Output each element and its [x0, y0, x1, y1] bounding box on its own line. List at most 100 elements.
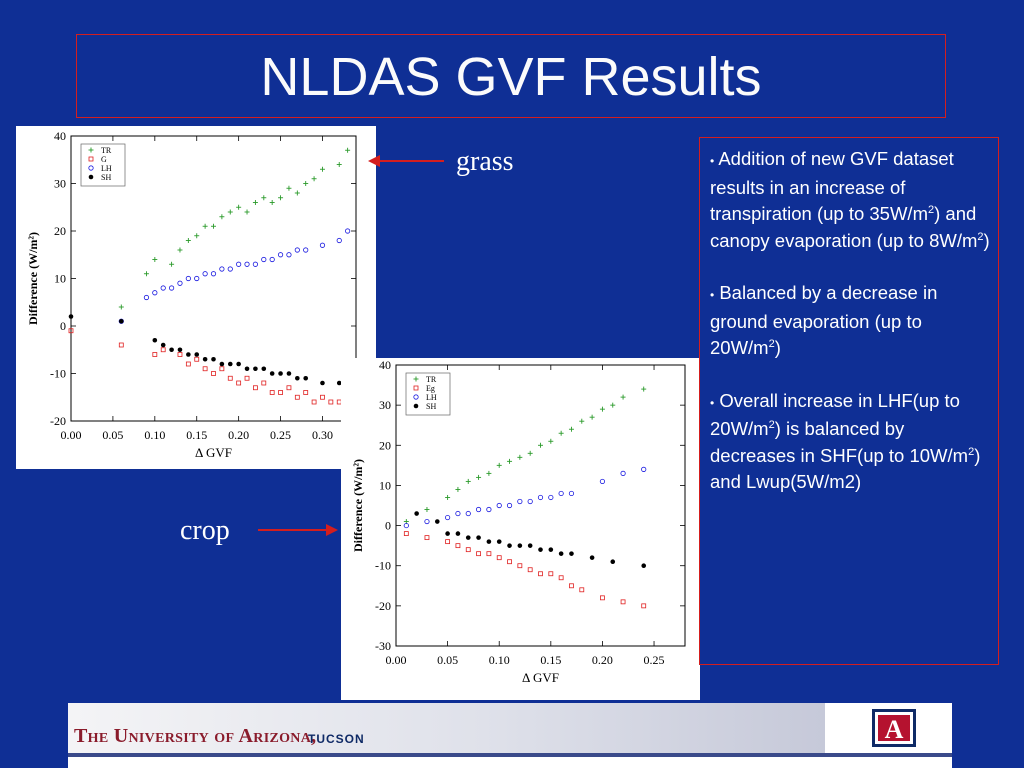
data-point: [506, 502, 513, 509]
data-point: [294, 394, 300, 400]
data-point: [600, 595, 605, 601]
y-tick-label: 10: [379, 478, 391, 492]
data-point: [620, 599, 626, 605]
data-point: [336, 237, 342, 244]
series-lh: [118, 228, 351, 324]
data-point: [465, 535, 471, 540]
data-point: [589, 555, 595, 560]
data-point: [579, 418, 585, 424]
data-point: [219, 366, 225, 372]
data-point: [455, 486, 461, 492]
university-name: The University of Arizona,: [74, 725, 317, 747]
x-tick-label: 0.00: [386, 653, 407, 667]
series-lh: [403, 466, 647, 529]
data-point: [548, 494, 554, 501]
data-point: [328, 399, 334, 405]
x-tick-label: 0.20: [592, 653, 613, 667]
data-point: [261, 256, 267, 263]
legend-marker: [88, 156, 94, 162]
data-point: [295, 375, 300, 381]
legend-box: [405, 372, 451, 416]
data-point: [68, 314, 74, 319]
data-point: [517, 498, 523, 505]
data-point: [455, 543, 461, 549]
data-point: [261, 195, 267, 201]
data-point: [236, 380, 242, 386]
data-point: [320, 380, 325, 386]
data-point: [236, 361, 241, 367]
data-point: [160, 347, 166, 353]
data-point: [445, 531, 450, 536]
data-point: [294, 190, 300, 196]
data-point: [527, 450, 533, 456]
data-point: [496, 555, 502, 561]
grass-label: grass: [456, 146, 514, 177]
data-point: [211, 371, 216, 376]
data-point: [496, 502, 502, 509]
data-point: [177, 247, 183, 253]
data-point: [517, 543, 523, 548]
x-tick-label: 0.30: [312, 428, 333, 442]
bullet-item: • Overall increase in LHF(up to 20W/m2) …: [710, 389, 981, 493]
data-point: [303, 181, 309, 186]
y-tick-label: 0: [60, 319, 66, 333]
data-point: [194, 233, 200, 239]
data-point: [569, 551, 574, 556]
data-point: [517, 563, 523, 569]
data-point: [336, 162, 342, 167]
data-point: [278, 195, 284, 201]
data-point: [507, 559, 512, 565]
data-point: [278, 371, 283, 376]
data-point: [517, 454, 523, 460]
data-point: [303, 375, 309, 381]
data-point: [445, 539, 451, 545]
grass-chart-panel: -20 -10 0 10 20 30 40 0.00 0.05 0.10 0.15 0.20 0.25 0…: [16, 126, 376, 469]
data-point: [227, 361, 233, 367]
data-point: [269, 390, 275, 395]
data-point: [278, 390, 283, 395]
legend-label: Eg: [426, 384, 435, 393]
data-point: [527, 567, 533, 573]
data-point: [169, 347, 174, 353]
university-city: TUCSON: [308, 732, 365, 746]
data-point: [261, 366, 267, 372]
legend-label: TR: [101, 146, 112, 155]
legend-label: SH: [101, 173, 111, 182]
data-point: [475, 506, 482, 513]
series-eg: [403, 531, 647, 609]
data-point: [424, 535, 430, 541]
bullet-text-box: • Addition of new GVF dataset results in…: [699, 137, 999, 665]
data-point: [319, 242, 326, 248]
y-tick-label: 0: [385, 519, 391, 533]
data-point: [236, 261, 242, 267]
data-point: [641, 603, 647, 609]
x-tick-label: 0.25: [644, 653, 665, 667]
series-sh: [414, 511, 647, 569]
crop-arrow-icon: [258, 524, 338, 536]
data-point: [641, 563, 647, 569]
data-point: [610, 402, 616, 408]
data-point: [160, 342, 166, 348]
data-point: [227, 375, 233, 381]
data-point: [476, 535, 481, 540]
legend-marker: [413, 394, 419, 400]
series-g: [68, 328, 342, 405]
crop-chart-panel: -30 -20 -10 0 10 20 30 40 0.00 0.05 0.10 0.15 0.20 0.…: [341, 358, 700, 700]
data-point: [599, 478, 606, 485]
y-tick-label: 40: [379, 358, 391, 372]
data-point: [286, 185, 292, 191]
data-point: [202, 366, 208, 372]
data-point: [143, 271, 149, 277]
data-point: [527, 543, 533, 548]
x-tick-label: 0.05: [437, 653, 458, 667]
data-point: [319, 166, 325, 172]
legend-marker: [413, 385, 419, 391]
data-point: [538, 571, 543, 577]
footer-band: [68, 703, 825, 753]
data-point: [486, 551, 492, 557]
data-point: [476, 551, 481, 557]
data-point: [434, 519, 440, 524]
plot-frame: [395, 364, 686, 647]
data-point: [424, 507, 430, 513]
data-point: [269, 371, 275, 376]
